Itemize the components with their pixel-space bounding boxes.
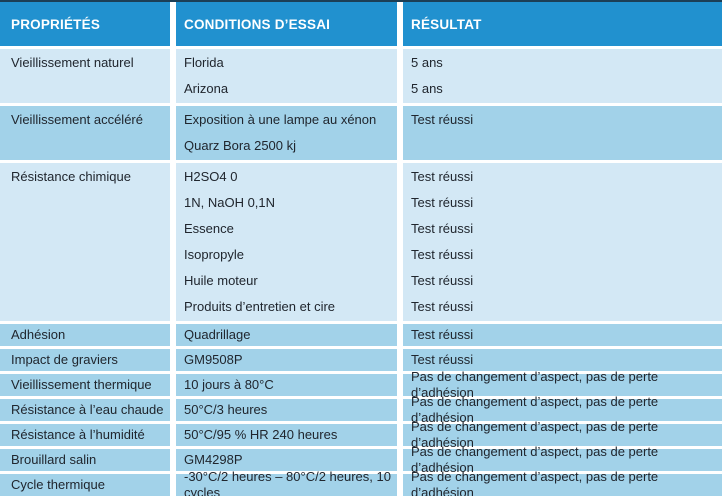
conditions-cell: GM9508P — [176, 349, 397, 371]
property-label: Impact de graviers — [11, 352, 118, 368]
property-label: Résistance à l’humidité — [11, 427, 145, 443]
result-cell: Test réussi — [403, 106, 722, 160]
property-cell: Résistance à l’humidité — [0, 424, 170, 446]
conditions-cell: Quadrillage — [176, 324, 397, 346]
column-header-resultat: RÉSULTAT — [403, 2, 722, 46]
property-cell: Résistance chimique — [0, 163, 170, 321]
conditions-cell: 50°C/3 heures — [176, 399, 397, 421]
condition-line: 10 jours à 80°C — [184, 377, 274, 393]
property-cell: Brouillard salin — [0, 449, 170, 471]
property-cell: Résistance à l’eau chaude — [0, 399, 170, 421]
conditions-cell: GM4298P — [176, 449, 397, 471]
conditions-cell: Florida Arizona — [176, 49, 397, 103]
result-cell: Test réussi — [403, 349, 722, 371]
condition-line: Florida — [184, 55, 224, 71]
result-line: 5 ans — [411, 81, 443, 97]
property-cell: Vieillissement accéléré — [0, 106, 170, 160]
property-label: Vieillissement naturel — [11, 55, 134, 71]
result-cell: Pas de changement d’aspect, pas de perte… — [403, 444, 722, 475]
result-line: Pas de changement d’aspect, pas de perte… — [411, 444, 659, 475]
result-cell: Pas de changement d’aspect, pas de perte… — [403, 469, 722, 496]
condition-line: Quadrillage — [184, 327, 251, 343]
condition-line: Exposition à une lampe au xénon — [184, 112, 377, 128]
result-cell: Pas de changement d’aspect, pas de perte… — [403, 369, 722, 400]
condition-line: 1N, NaOH 0,1N — [184, 195, 276, 211]
result-line: Test réussi — [411, 299, 474, 315]
result-cell: Test réussi — [403, 324, 722, 346]
conditions-cell: -30°C/2 heures – 80°C/2 heures, 10 cycle… — [176, 469, 397, 496]
condition-line: Quarz Bora 2500 kj — [184, 138, 297, 154]
conditions-cell: H2SO4 0 1N, NaOH 0,1N Essence Isopropyle Hui… — [176, 163, 397, 321]
result-line: Test réussi — [411, 169, 474, 185]
result-line: Test réussi — [411, 112, 474, 128]
condition-line: Produits d’entretien et cire — [184, 299, 336, 315]
property-label: Résistance à l’eau chaude — [11, 402, 164, 418]
result-line: 5 ans — [411, 55, 443, 71]
property-label: Adhésion — [11, 327, 66, 343]
condition-line: 50°C/95 % HR 240 heures — [184, 427, 338, 443]
result-line: Pas de changement d’aspect, pas de perte… — [411, 469, 659, 496]
conditions-cell: 10 jours à 80°C — [176, 374, 397, 396]
property-label: Vieillissement thermique — [11, 377, 152, 393]
condition-line: GM9508P — [184, 352, 243, 368]
condition-line: 50°C/3 heures — [184, 402, 268, 418]
result-cell: Pas de changement d’aspect, pas de perte… — [403, 419, 722, 450]
result-line: Test réussi — [411, 273, 474, 289]
property-cell: Adhésion — [0, 324, 170, 346]
condition-line: H2SO4 0 — [184, 169, 238, 185]
result-line: Test réussi — [411, 247, 474, 263]
column-header-proprietes: PROPRIÉTÉS — [0, 2, 170, 46]
result-line: Test réussi — [411, 221, 474, 237]
condition-line: -30°C/2 heures – 80°C/2 heures, 10 cycle… — [184, 469, 391, 496]
condition-line: Huile moteur — [184, 273, 258, 289]
result-cell: Test réussi Test réussi Test réussi Test ré… — [403, 163, 722, 321]
condition-line: GM4298P — [184, 452, 243, 468]
condition-line: Isopropyle — [184, 247, 244, 263]
condition-line: Arizona — [184, 81, 229, 97]
result-line: Test réussi — [411, 352, 474, 368]
column-header-conditions-essai: CONDITIONS D’ESSAI — [176, 2, 397, 46]
condition-line: Essence — [184, 221, 234, 237]
result-line: Pas de changement d’aspect, pas de perte… — [411, 394, 659, 425]
property-cell: Vieillissement naturel — [0, 49, 170, 103]
result-line: Test réussi — [411, 327, 474, 343]
conditions-cell: 50°C/95 % HR 240 heures — [176, 424, 397, 446]
result-cell: 5 ans 5 ans — [403, 49, 722, 103]
result-cell: Pas de changement d’aspect, pas de perte… — [403, 394, 722, 425]
conditions-cell: Exposition à une lampe au xénon Quarz Bor… — [176, 106, 397, 160]
result-line: Pas de changement d’aspect, pas de perte… — [411, 419, 659, 450]
property-label: Brouillard salin — [11, 452, 97, 468]
property-cell: Impact de graviers — [0, 349, 170, 371]
property-label: Cycle thermique — [11, 477, 105, 493]
result-line: Test réussi — [411, 195, 474, 211]
result-line: Pas de changement d’aspect, pas de perte… — [411, 369, 659, 400]
property-cell: Vieillissement thermique — [0, 374, 170, 396]
property-label: Vieillissement accéléré — [11, 112, 143, 128]
property-label: Résistance chimique — [11, 169, 131, 185]
property-cell: Cycle thermique — [0, 474, 170, 496]
